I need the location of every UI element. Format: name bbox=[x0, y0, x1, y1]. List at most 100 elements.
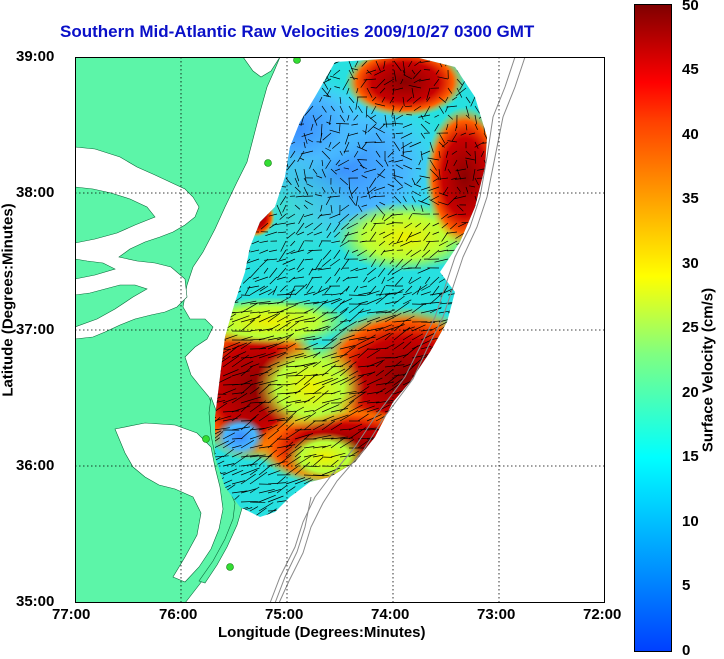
velocity-vector bbox=[400, 240, 413, 247]
velocity-vector bbox=[357, 159, 368, 161]
velocity-vector bbox=[249, 311, 260, 314]
velocity-vector bbox=[408, 231, 422, 238]
velocity-vector bbox=[451, 177, 458, 180]
velocity-vector bbox=[348, 105, 354, 113]
velocity-vector bbox=[383, 249, 395, 252]
velocity-vector bbox=[297, 267, 305, 273]
velocity-vector bbox=[267, 495, 284, 503]
velocity-vector bbox=[222, 345, 239, 359]
velocity-vector bbox=[408, 213, 413, 220]
velocity-vector bbox=[294, 335, 316, 341]
velocity-vector bbox=[379, 258, 386, 267]
velocity-vector bbox=[400, 78, 404, 85]
velocity-vector bbox=[402, 299, 412, 305]
velocity-vector bbox=[334, 86, 341, 89]
velocity-vector bbox=[393, 295, 405, 305]
velocity-vector bbox=[353, 150, 359, 158]
velocity-vector bbox=[366, 407, 379, 413]
velocity-vector bbox=[474, 141, 479, 149]
velocity-vector bbox=[373, 126, 386, 134]
velocity-vector bbox=[276, 296, 291, 305]
velocity-vector bbox=[258, 454, 273, 467]
velocity-vector bbox=[321, 360, 340, 368]
velocity-vector bbox=[312, 434, 332, 440]
velocity-vector bbox=[258, 432, 267, 440]
velocity-vector bbox=[359, 258, 368, 262]
velocity-vector bbox=[482, 141, 487, 144]
velocity-vector bbox=[339, 321, 357, 332]
velocity-vector bbox=[320, 204, 323, 212]
velocity-vector bbox=[432, 222, 440, 227]
velocity-vector bbox=[451, 132, 458, 142]
velocity-vector bbox=[294, 168, 300, 182]
velocity-vector bbox=[321, 377, 339, 386]
velocity-vector bbox=[393, 373, 406, 377]
velocity-vector bbox=[276, 419, 287, 422]
velocity-vector bbox=[249, 314, 261, 323]
velocity-vector bbox=[402, 292, 412, 296]
velocity-vector bbox=[304, 200, 314, 206]
velocity-vector bbox=[321, 352, 338, 359]
velocity-vector bbox=[258, 502, 274, 512]
velocity-vector bbox=[297, 240, 305, 252]
velocity-vector bbox=[393, 177, 403, 187]
velocity-vector bbox=[339, 123, 341, 132]
velocity-vector bbox=[366, 377, 383, 386]
velocity-vector bbox=[285, 411, 297, 422]
velocity-vector bbox=[470, 96, 476, 107]
velocity-vector bbox=[356, 87, 359, 94]
velocity-vector bbox=[455, 87, 467, 97]
velocity-vector bbox=[348, 374, 364, 386]
velocity-vector bbox=[367, 123, 377, 133]
velocity-vector bbox=[417, 267, 431, 274]
velocity-vector bbox=[215, 455, 229, 458]
velocity-vector bbox=[447, 195, 458, 206]
velocity-vector bbox=[311, 267, 323, 271]
velocity-vector bbox=[339, 360, 351, 368]
velocity-vector bbox=[357, 400, 371, 404]
velocity-vector bbox=[387, 150, 395, 158]
velocity-vector bbox=[474, 123, 478, 130]
velocity-vector bbox=[339, 307, 349, 314]
velocity-vector bbox=[251, 240, 260, 245]
velocity-vector bbox=[429, 306, 442, 314]
velocity-vector bbox=[375, 387, 386, 395]
velocity-vector bbox=[249, 427, 265, 431]
velocity-vector bbox=[373, 186, 386, 192]
velocity-vector bbox=[246, 258, 260, 264]
velocity-vector bbox=[294, 366, 309, 377]
velocity-vector bbox=[327, 195, 341, 198]
velocity-vector bbox=[465, 186, 469, 193]
cb-tick-10: 10 bbox=[682, 513, 699, 530]
velocity-vector bbox=[400, 132, 413, 139]
velocity-vector bbox=[321, 420, 336, 431]
velocity-vector bbox=[384, 159, 389, 167]
velocity-vector bbox=[303, 141, 306, 149]
velocity-vector bbox=[402, 345, 419, 359]
velocity-vector bbox=[456, 87, 463, 98]
velocity-vector bbox=[304, 258, 314, 261]
velocity-vector bbox=[276, 454, 292, 467]
y-tick-36: 36:00 bbox=[16, 457, 55, 474]
velocity-vector bbox=[330, 436, 348, 440]
velocity-vector bbox=[374, 103, 386, 107]
velocity-vector bbox=[420, 132, 425, 139]
velocity-vector bbox=[249, 457, 262, 467]
velocity-vector bbox=[384, 369, 394, 377]
velocity-vector bbox=[276, 485, 288, 494]
velocity-vector bbox=[438, 141, 445, 148]
velocity-vector bbox=[258, 379, 278, 386]
velocity-vector bbox=[276, 322, 291, 332]
velocity-vector bbox=[422, 222, 431, 231]
velocity-vector bbox=[366, 87, 373, 98]
velocity-vector bbox=[267, 488, 281, 494]
velocity-vector bbox=[419, 175, 431, 179]
velocity-vector bbox=[249, 363, 260, 368]
velocity-vector bbox=[402, 60, 406, 73]
velocity-vector bbox=[371, 105, 377, 115]
velocity-vector bbox=[410, 249, 422, 257]
velocity-vector bbox=[317, 267, 332, 271]
velocity-vector bbox=[231, 351, 247, 359]
velocity-vector bbox=[357, 437, 377, 440]
velocity-vector bbox=[249, 353, 266, 359]
